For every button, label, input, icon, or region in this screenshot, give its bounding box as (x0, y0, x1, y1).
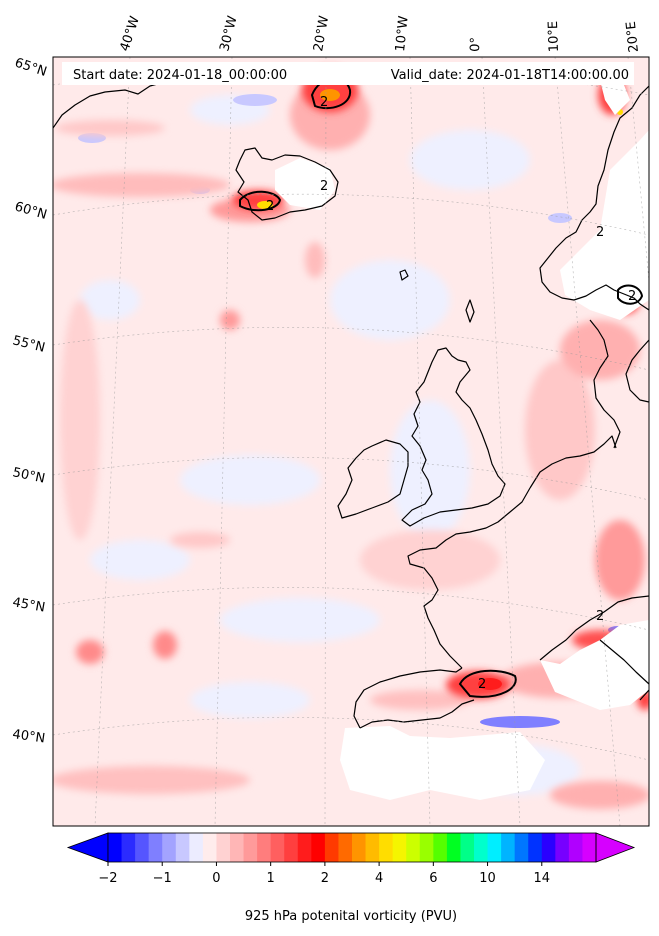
colorbar-tick-label: 6 (429, 871, 437, 886)
lon-label: 20°W (311, 15, 332, 53)
colorbar-tick-label: 14 (534, 871, 551, 886)
colorbar-segment (243, 833, 258, 862)
colorbar-segment (311, 833, 326, 862)
colorbar-segment (148, 833, 163, 862)
colorbar-segment (392, 833, 407, 862)
colorbar-tick-label: 10 (479, 871, 496, 886)
graticule (53, 57, 649, 826)
colorbar-segment (121, 833, 136, 862)
valid-date-label: Valid_date: 2024-01-18T14:00:00.00 (391, 68, 629, 83)
colorbar-segment (406, 833, 421, 862)
colorbar-segment (162, 833, 177, 862)
colorbar-segment (108, 833, 123, 862)
colorbar-segment (487, 833, 502, 862)
colorbar-tick-label: 1 (267, 871, 275, 886)
latitude-labels: 65°N 60°N 55°N 50°N 45°N 40°N (11, 56, 49, 747)
colorbar-label: 925 hPa potenital vorticity (PVU) (245, 909, 457, 924)
lon-label: 10°W (393, 15, 412, 52)
lat-label: 60°N (13, 199, 49, 222)
colorbar-segment (216, 833, 231, 862)
colorbar-segment (446, 833, 461, 862)
colorbar-segment (582, 833, 597, 862)
colorbar-extend-max (595, 832, 636, 863)
colorbar-tick-label: 2 (321, 871, 329, 886)
colorbar-segment (460, 833, 475, 862)
header-box (62, 62, 634, 85)
lat-label: 65°N (13, 56, 49, 80)
lat-label: 50°N (11, 465, 46, 486)
contour-label: 2 (320, 179, 328, 194)
colorbar-segment (433, 833, 448, 862)
colorbar-segment (135, 833, 150, 862)
contour-labels: 2 2 2 2 2 2 2 (266, 95, 636, 692)
colorbar-segment (474, 833, 489, 862)
colorbar-segment (419, 833, 434, 862)
contour-label: 2 (266, 199, 274, 214)
colorbar-segment (297, 833, 312, 862)
coastlines (53, 81, 649, 729)
longitude-labels: 40°W 30°W 20°W 10°W 0° 10°E 20°E (118, 14, 642, 53)
lat-label: 40°N (11, 727, 46, 746)
colorbar-tick-label: 4 (375, 871, 383, 886)
lon-label: 10°E (546, 21, 562, 53)
colorbar-segment (202, 833, 217, 862)
colorbar-segment (501, 833, 516, 862)
colorbar-ticks: −2 −1 0 1 2 4 6 10 14 (98, 862, 550, 886)
contour-label: 2 (596, 225, 604, 240)
colorbar-segment (555, 833, 570, 862)
colorbar-segment (338, 833, 353, 862)
colorbar-segment (324, 833, 339, 862)
colorbar-tick-label: −2 (98, 871, 117, 886)
lon-label: 20°E (624, 20, 642, 53)
colorbar (66, 832, 636, 863)
colorbar-segment (284, 833, 299, 862)
lon-label: 40°W (118, 14, 143, 53)
contour-label: 2 (596, 609, 604, 624)
lat-label: 55°N (11, 333, 46, 355)
colorbar-segment (528, 833, 543, 862)
colorbar-segment (379, 833, 394, 862)
colorbar-segment (514, 833, 529, 862)
colorbar-segment (257, 833, 272, 862)
contour-label: 2 (628, 289, 636, 304)
pv-negative-patches (80, 95, 580, 795)
colorbar-segment (352, 833, 367, 862)
lon-label: 30°W (217, 14, 240, 53)
colorbar-segment (365, 833, 380, 862)
colorbar-segment (541, 833, 556, 862)
lat-label: 45°N (11, 595, 46, 615)
colorbar-segment (270, 833, 285, 862)
colorbar-frame (107, 832, 597, 863)
colorbar-extend-min (66, 832, 109, 863)
colorbar-segment (568, 833, 583, 862)
lon-label: 0° (468, 37, 484, 52)
map-panel: 2 2 2 2 2 2 2 Start date: 2024-01-18_00:… (53, 57, 649, 826)
colorbar-segment (189, 833, 204, 862)
colorbar-tick-label: 0 (212, 871, 220, 886)
colorbar-segment (230, 833, 245, 862)
colorbar-segment (175, 833, 190, 862)
start-date-label: Start date: 2024-01-18_00:00:00 (73, 68, 287, 83)
contour-label: 2 (320, 95, 328, 110)
colorbar-tick-label: −1 (153, 871, 172, 886)
contour-label: 2 (478, 677, 486, 692)
map-frame (52, 56, 650, 827)
